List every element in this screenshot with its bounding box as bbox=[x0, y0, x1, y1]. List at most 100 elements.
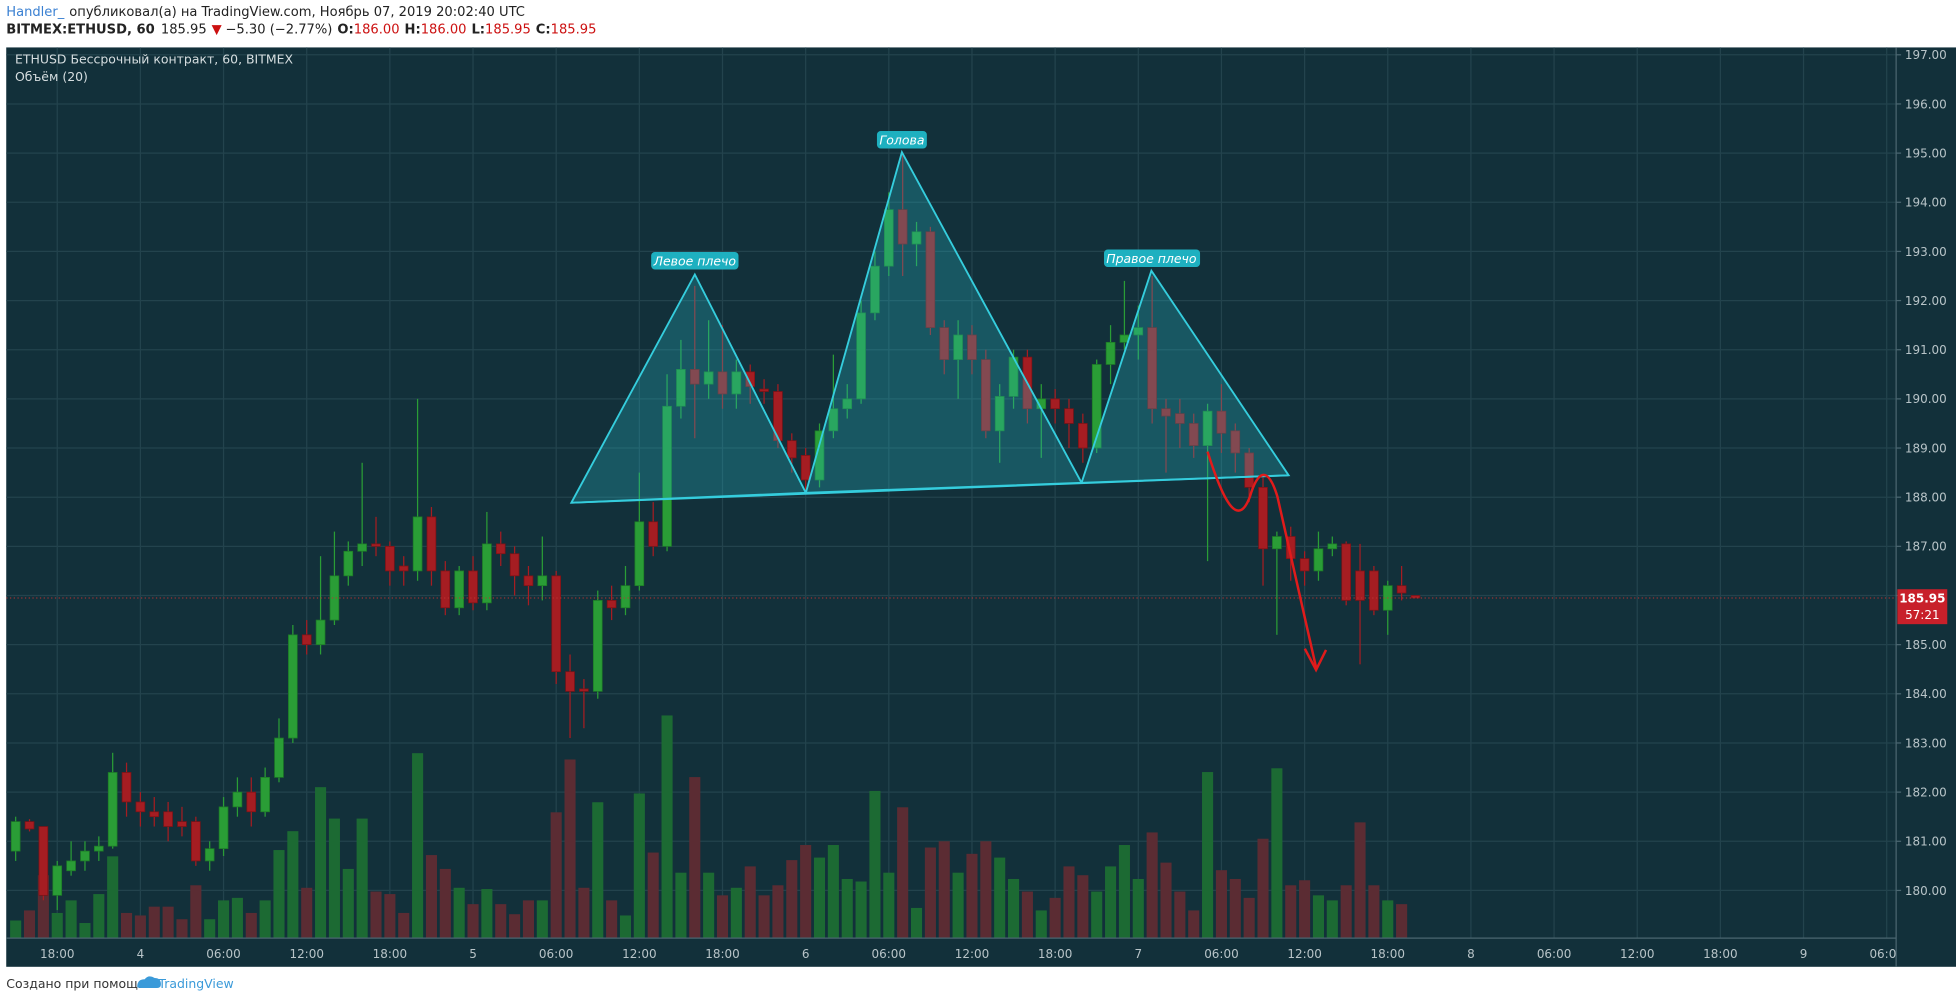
volume-bar bbox=[495, 904, 507, 939]
left-shoulder-label: Левое плечо bbox=[653, 254, 737, 269]
author[interactable]: Handler_ bbox=[6, 5, 64, 20]
volume-bar bbox=[606, 900, 618, 939]
candle-body bbox=[731, 371, 742, 395]
volume-bar bbox=[287, 831, 299, 939]
countdown: 57:21 bbox=[1905, 608, 1940, 622]
y-tick-label: 197.00 bbox=[1905, 48, 1947, 62]
volume-bar bbox=[855, 881, 867, 939]
candle-body bbox=[676, 369, 686, 407]
volume-bar bbox=[1021, 891, 1033, 939]
y-tick-label: 193.00 bbox=[1905, 245, 1947, 259]
candle-body bbox=[24, 821, 35, 830]
x-tick-label: 18:00 bbox=[1703, 947, 1738, 961]
y-tick-label: 189.00 bbox=[1905, 441, 1947, 455]
x-tick-label: 12:00 bbox=[289, 947, 324, 961]
volume-bar bbox=[938, 841, 950, 939]
candle-body bbox=[440, 570, 451, 609]
symbol: BITMEX:ETHUSD, 60 bbox=[6, 23, 154, 38]
volume-bar bbox=[315, 787, 327, 939]
candle-body bbox=[204, 848, 215, 862]
candle-body bbox=[814, 430, 825, 481]
x-tick-label: 4 bbox=[137, 947, 145, 961]
y-tick-label: 188.00 bbox=[1905, 491, 1947, 505]
candle-body bbox=[412, 516, 423, 572]
candle-body bbox=[177, 821, 187, 827]
volume-bar bbox=[758, 895, 770, 939]
candle-body bbox=[1202, 410, 1213, 446]
candle-body bbox=[1161, 408, 1171, 417]
volume-bar bbox=[647, 852, 659, 939]
y-tick-label: 184.00 bbox=[1905, 687, 1947, 701]
volume-bar bbox=[107, 856, 119, 939]
x-tick-label: 06:00 bbox=[1869, 947, 1904, 961]
volume-bar bbox=[1174, 891, 1186, 939]
volume-bar bbox=[1118, 845, 1130, 939]
volume-bar bbox=[1105, 866, 1117, 939]
volume-bar bbox=[592, 802, 604, 939]
head-label: Голова bbox=[879, 133, 924, 148]
volume-bar bbox=[800, 845, 812, 939]
volume-bar bbox=[883, 872, 895, 939]
x-tick-label: 5 bbox=[469, 947, 477, 961]
published: опубликовал(а) на TradingView.com, Ноябр… bbox=[69, 5, 525, 20]
volume-bar bbox=[1035, 910, 1047, 939]
y-tick-label: 181.00 bbox=[1905, 835, 1947, 849]
volume-bar bbox=[1340, 885, 1352, 939]
candle-body bbox=[703, 371, 714, 385]
volume-bar bbox=[675, 872, 687, 939]
logo bbox=[137, 976, 161, 989]
x-tick-label: 18:00 bbox=[1371, 947, 1406, 961]
o-label: O: bbox=[337, 23, 353, 38]
x-tick-label: 18:00 bbox=[1038, 947, 1073, 961]
volume-bar bbox=[1354, 822, 1366, 939]
x-tick-label: 06:00 bbox=[872, 947, 907, 961]
candle-body bbox=[107, 772, 118, 847]
volume-bar bbox=[204, 919, 216, 939]
candle-body bbox=[1105, 341, 1116, 365]
arrow-path bbox=[1206, 451, 1318, 668]
candle-body bbox=[537, 575, 548, 587]
volume-bar bbox=[716, 895, 729, 939]
candle-body bbox=[426, 516, 437, 572]
candle-body bbox=[495, 543, 506, 555]
volume-bar bbox=[398, 912, 410, 939]
x-tick-label: 9 bbox=[1800, 947, 1808, 961]
candle-body bbox=[10, 821, 21, 852]
footer-text: Создано при помощи bbox=[6, 976, 146, 991]
candle-body bbox=[981, 359, 991, 432]
candle-body bbox=[897, 209, 908, 245]
candle-body bbox=[523, 575, 534, 587]
volume-bar bbox=[190, 885, 202, 939]
volume-bar bbox=[425, 855, 437, 939]
volume-bar bbox=[841, 878, 853, 939]
y-tick-label: 194.00 bbox=[1905, 196, 1947, 210]
candle-body bbox=[786, 440, 797, 459]
candle-body bbox=[634, 521, 645, 587]
volume-bar bbox=[522, 900, 535, 939]
volume-bar bbox=[564, 759, 576, 939]
candle-body bbox=[1050, 398, 1060, 410]
volume-bar bbox=[37, 875, 49, 939]
candle-body bbox=[967, 334, 977, 360]
volume-bar bbox=[730, 887, 742, 939]
footer-brand[interactable]: TradingView bbox=[157, 976, 233, 991]
label-box bbox=[651, 252, 739, 270]
volume-bar bbox=[1257, 838, 1269, 939]
volume-bar bbox=[1063, 866, 1075, 939]
y-tick-label: 183.00 bbox=[1905, 736, 1947, 750]
candle-body bbox=[1313, 548, 1324, 572]
volume-bar bbox=[1132, 878, 1144, 939]
candle-body bbox=[385, 545, 395, 572]
volume-bar bbox=[231, 897, 243, 939]
x-tick-label: 12:00 bbox=[1287, 947, 1322, 961]
volume-bar bbox=[176, 919, 188, 939]
arrow-head bbox=[1303, 648, 1328, 673]
x-tick-label: 18:00 bbox=[40, 947, 75, 961]
candle-body bbox=[1078, 423, 1088, 449]
y-tick-label: 192.00 bbox=[1905, 294, 1947, 308]
y-tick-label: 191.00 bbox=[1905, 343, 1947, 357]
time-labels: 18:00 4 06:00 12:00 18:00 5 06:00 12:00 18:00 6 06… bbox=[40, 947, 1904, 961]
volume-bar bbox=[218, 900, 230, 939]
x-tick-label: 06:00 bbox=[539, 947, 574, 961]
